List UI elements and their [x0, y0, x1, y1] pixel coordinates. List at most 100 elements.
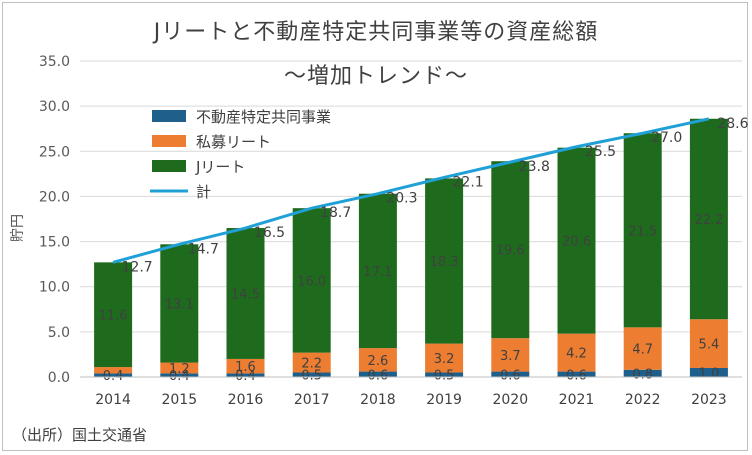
data-label: 22.2	[694, 213, 723, 228]
data-label: 21.5	[628, 224, 657, 239]
bar-Jリート	[94, 262, 133, 368]
data-label: 3.2	[434, 352, 455, 367]
x-tick-label: 2017	[294, 392, 330, 408]
bar-不動産特定共同事業	[160, 373, 199, 377]
bar-不動産特定共同事業	[425, 372, 464, 377]
total-label: 27.0	[651, 130, 682, 146]
data-label: 1.6	[235, 360, 256, 375]
data-label: 18.3	[430, 255, 459, 270]
data-label: 2.6	[368, 354, 389, 369]
source-note: （出所）国土交通省	[12, 426, 148, 444]
line-計	[112, 117, 710, 264]
total-label: 28.6	[717, 116, 748, 132]
bar-Jリート	[623, 133, 662, 328]
x-tick-label: 2018	[360, 392, 396, 408]
y-axis-ticks: 0.0 5.0 10.0 15.0 20.0 25.0 30.0 35.0	[39, 54, 70, 386]
bar-私募リート	[292, 352, 331, 373]
legend-label: Jリート	[195, 158, 245, 176]
total-label: 12.7	[122, 259, 153, 275]
total-label: 20.3	[386, 191, 417, 207]
bar-Jリート	[292, 208, 331, 353]
data-label: 0.8	[632, 367, 653, 382]
legend-label: 計	[196, 183, 211, 201]
data-label: 13.1	[165, 297, 194, 312]
total-label: 25.5	[585, 144, 616, 160]
legend-swatch	[152, 135, 186, 147]
total-label: 22.1	[453, 174, 484, 190]
y-tick-label: 30.0	[39, 99, 70, 115]
bar-Jリート	[689, 118, 728, 320]
data-labels: 0.411.60.41.213.10.41.614.50.52.216.00.6…	[99, 116, 749, 384]
x-tick-label: 2021	[559, 392, 595, 408]
x-tick-label: 2020	[492, 392, 528, 408]
bar-Jリート	[425, 178, 464, 344]
data-label: 0.6	[368, 368, 389, 383]
legend-label: 不動産特定共同事業	[196, 108, 331, 126]
y-tick-label: 20.0	[39, 189, 70, 205]
x-tick-label: 2023	[691, 392, 727, 408]
bar-不動産特定共同事業	[94, 373, 133, 377]
legend-swatch	[152, 160, 186, 172]
x-tick-label: 2015	[161, 392, 197, 408]
total-label: 14.7	[188, 241, 219, 257]
x-tick-label: 2019	[426, 392, 462, 408]
legend-label: 私募リート	[196, 133, 271, 151]
chart-subtitle: ～増加トレンド～	[283, 64, 468, 89]
x-axis-ticks: 2014 2015 2016 2017 2018 2019 2020 2021 2022 2023	[80, 376, 742, 408]
data-label: 11.6	[99, 309, 128, 324]
data-label: 19.6	[496, 244, 525, 259]
y-tick-label: 15.0	[39, 235, 70, 251]
data-label: 16.0	[297, 274, 326, 289]
bars	[94, 118, 728, 377]
bar-私募リート	[623, 327, 662, 370]
data-label: 14.5	[231, 287, 260, 302]
bar-Jリート	[358, 193, 397, 349]
total-label: 16.5	[254, 225, 285, 241]
bar-不動産特定共同事業	[557, 371, 596, 377]
bar-不動産特定共同事業	[689, 367, 728, 377]
bar-私募リート	[226, 358, 265, 374]
chart-title: Jリートと不動産特定共同事業等の資産総額	[153, 20, 599, 45]
legend-swatch	[152, 110, 186, 122]
bar-不動産特定共同事業	[491, 371, 530, 377]
total-label: 23.8	[519, 159, 550, 175]
data-label: 1.0	[699, 366, 720, 381]
bar-不動産特定共同事業	[358, 371, 397, 377]
bar-Jリート	[491, 161, 530, 339]
y-tick-label: 35.0	[39, 54, 70, 70]
data-label: 0.6	[566, 368, 587, 383]
x-tick-label: 2016	[228, 392, 264, 408]
data-label: 3.7	[500, 349, 521, 364]
data-label: 2.2	[301, 357, 322, 372]
data-label: 1.2	[169, 362, 190, 377]
bar-私募リート	[491, 338, 530, 372]
bar-私募リート	[425, 343, 464, 373]
total-label: 18.7	[320, 205, 351, 221]
x-tick-label: 2014	[95, 392, 131, 408]
data-label: 4.7	[632, 343, 653, 358]
data-label: 17.1	[363, 265, 392, 280]
bar-Jリート	[160, 244, 199, 363]
bar-Jリート	[557, 147, 596, 334]
y-tick-label: 0.0	[48, 370, 70, 386]
data-label: 0.5	[301, 369, 322, 384]
bar-私募リート	[689, 319, 728, 368]
data-label: 5.4	[699, 338, 720, 353]
bar-私募リート	[160, 362, 199, 374]
bar-不動産特定共同事業	[623, 369, 662, 377]
y-axis-label: 貯円	[10, 214, 26, 242]
bar-私募リート	[358, 348, 397, 372]
y-tick-label: 5.0	[48, 325, 70, 341]
y-tick-label: 25.0	[39, 144, 70, 160]
data-label: 20.6	[562, 235, 591, 250]
x-tick-label: 2022	[625, 392, 661, 408]
data-label: 4.2	[566, 347, 587, 362]
bar-不動産特定共同事業	[292, 372, 331, 377]
data-label: 0.5	[434, 369, 455, 384]
bar-不動産特定共同事業	[226, 373, 265, 377]
bar-私募リート	[94, 367, 133, 374]
total-line	[112, 117, 710, 264]
data-label: 0.6	[500, 368, 521, 383]
